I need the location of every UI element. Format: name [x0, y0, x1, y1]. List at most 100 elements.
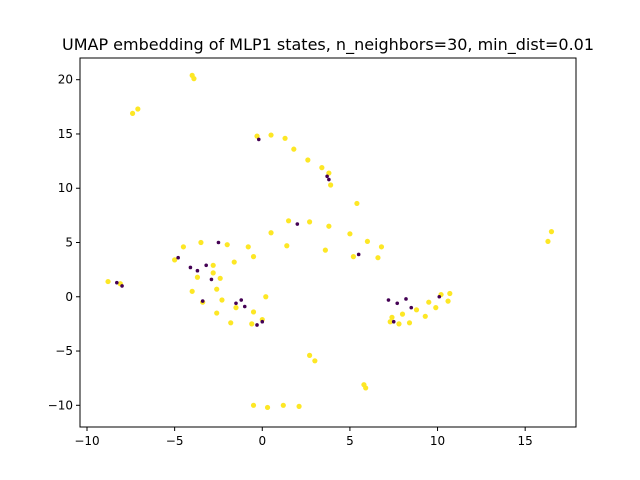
data-point-majority	[219, 297, 225, 303]
y-tick-label: −10	[48, 398, 73, 412]
y-tick-label: 15	[58, 127, 73, 141]
data-point-majority	[328, 182, 334, 188]
x-tick-label: 0	[258, 434, 266, 448]
data-point-minority	[327, 177, 331, 182]
data-point-majority	[350, 254, 357, 260]
data-point-majority	[406, 320, 413, 326]
data-point-majority	[210, 262, 216, 268]
data-point-majority	[284, 243, 290, 249]
data-point-majority	[375, 255, 381, 261]
data-point-minority	[391, 319, 396, 324]
data-point-majority	[307, 219, 313, 225]
data-point-majority	[322, 247, 328, 253]
y-tick-label: 0	[65, 290, 73, 304]
y-tick-label: 20	[58, 73, 73, 87]
data-point-minority	[404, 297, 408, 301]
data-point-majority	[548, 229, 555, 235]
data-point-majority	[363, 385, 369, 391]
data-point-minority	[176, 255, 180, 260]
data-point-majority	[282, 135, 288, 141]
data-point-majority	[545, 238, 551, 245]
data-point-minority	[409, 305, 414, 310]
y-tick-label: 5	[65, 236, 73, 250]
data-point-majority	[291, 146, 297, 152]
data-point-majority	[210, 270, 216, 276]
data-point-majority	[180, 244, 187, 250]
data-point-majority	[422, 313, 428, 319]
data-point-majority	[296, 403, 302, 409]
data-point-majority	[250, 254, 257, 260]
data-point-majority	[447, 290, 453, 297]
data-point-minority	[255, 323, 259, 327]
data-point-minority	[115, 280, 119, 285]
data-point-majority	[264, 404, 271, 411]
data-point-majority	[194, 274, 201, 280]
data-point-minority	[120, 284, 124, 288]
x-axis: −10 −5 0 5 10 15	[74, 427, 533, 448]
data-point-majority	[426, 299, 432, 305]
y-axis: −10 −5 0 5 10 15 20	[48, 73, 80, 412]
data-point-majority	[268, 132, 274, 138]
data-point-majority	[231, 259, 237, 265]
data-point-majority	[307, 352, 313, 358]
data-point-majority	[387, 319, 393, 325]
data-point-majority	[250, 402, 257, 408]
data-point-majority	[214, 286, 220, 292]
chart-title: UMAP embedding of MLP1 states, n_neighbo…	[62, 35, 594, 55]
data-point-minority	[260, 319, 265, 324]
data-point-majority	[189, 288, 195, 294]
data-point-majority	[364, 238, 371, 245]
data-point-majority	[378, 244, 385, 250]
y-tick-label: 10	[58, 181, 73, 195]
data-point-minority	[200, 299, 205, 303]
scatter-points	[105, 72, 555, 411]
data-point-majority	[326, 223, 332, 229]
x-tick-label: 10	[430, 434, 445, 448]
data-point-minority	[195, 268, 200, 273]
data-point-majority	[105, 278, 111, 285]
data-point-majority	[433, 305, 439, 311]
data-point-majority	[347, 231, 353, 237]
data-point-majority	[254, 133, 260, 139]
data-point-majority	[312, 358, 318, 364]
data-point-majority	[129, 110, 136, 116]
data-point-minority	[295, 222, 300, 226]
data-point-majority	[250, 309, 257, 315]
data-point-majority	[399, 311, 406, 317]
data-point-majority	[191, 76, 197, 82]
data-point-minority	[204, 263, 208, 268]
data-point-majority	[326, 170, 332, 176]
data-point-majority	[249, 321, 255, 327]
data-point-majority	[280, 402, 286, 408]
data-point-minority	[386, 298, 391, 302]
x-tick-label: 15	[518, 434, 533, 448]
data-point-majority	[198, 239, 204, 246]
data-point-majority	[305, 157, 311, 163]
data-point-majority	[214, 310, 220, 316]
data-point-majority	[228, 320, 234, 326]
data-point-minority	[234, 301, 238, 306]
y-tick-label: −5	[55, 344, 73, 358]
data-point-minority	[242, 304, 247, 309]
data-point-majority	[319, 165, 325, 171]
data-point-majority	[245, 244, 251, 250]
data-point-majority	[285, 218, 292, 224]
data-point-minority	[188, 265, 193, 270]
data-point-majority	[172, 257, 178, 263]
data-point-minority	[256, 137, 261, 142]
data-point-minority	[209, 277, 214, 282]
data-point-majority	[224, 242, 230, 248]
data-point-minority	[356, 252, 361, 257]
data-point-majority	[268, 230, 274, 236]
data-point-majority	[263, 294, 269, 300]
data-point-minority	[216, 240, 221, 245]
data-point-majority	[217, 275, 223, 281]
data-point-minority	[325, 174, 329, 179]
x-tick-label: 5	[346, 434, 354, 448]
data-point-majority	[413, 307, 420, 313]
data-point-minority	[239, 298, 244, 302]
data-point-majority	[233, 305, 239, 311]
x-tick-label: −5	[166, 434, 184, 448]
